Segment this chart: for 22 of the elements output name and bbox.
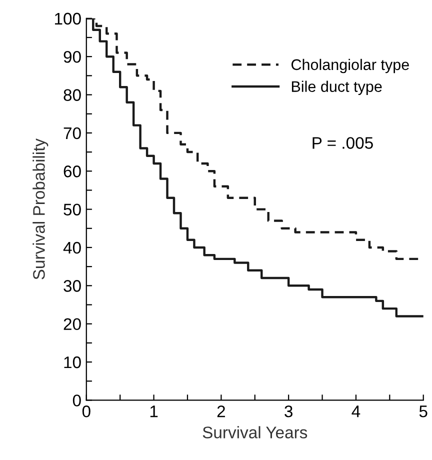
x-tick-label: 0 (82, 406, 90, 418)
y-tick-label: 30 (64, 280, 81, 292)
y-tick-label: 10 (64, 356, 81, 368)
y-tick-label: 20 (64, 318, 81, 330)
y-axis-title: Survival Probability (32, 138, 48, 280)
y-tick-label: 80 (64, 89, 81, 101)
x-tick-label: 3 (284, 406, 292, 418)
y-tick-label: 100 (55, 12, 81, 25)
y-tick-label: 70 (64, 127, 81, 140)
y-tick-label: 90 (64, 50, 81, 63)
x-tick-label: 5 (419, 406, 428, 418)
legend-label: Bile duct type (292, 80, 382, 95)
annotation: P = .005 (312, 137, 373, 149)
y-tick-label: 60 (64, 166, 81, 178)
x-axis-title: Survival Years (202, 426, 308, 438)
y-tick-label: 0 (72, 394, 81, 406)
legend-label: Cholangiolar type (291, 58, 409, 74)
x-tick-label: 1 (150, 406, 158, 418)
y-tick-label: 40 (63, 242, 81, 254)
y-tick-label: 50 (64, 204, 81, 216)
x-tick-label: 2 (217, 406, 225, 418)
x-tick-label: 4 (352, 406, 360, 418)
